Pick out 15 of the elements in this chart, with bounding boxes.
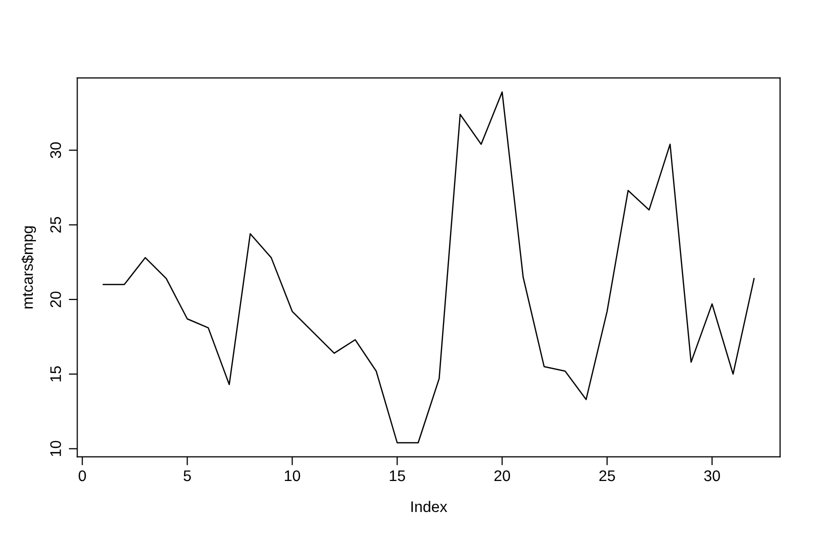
y-tick-label: 30 — [50, 142, 62, 158]
y-axis-title: mtcars$mpg — [21, 226, 36, 308]
x-tick-label: 20 — [494, 470, 510, 482]
line-series — [102, 91, 755, 444]
x-tick-label: 30 — [704, 470, 720, 482]
y-tick-label: 25 — [50, 216, 62, 233]
x-tick-label: 0 — [78, 470, 86, 482]
y-tick-label: 15 — [50, 366, 62, 382]
y-tick-label: 10 — [50, 440, 62, 456]
y-tick-label: 20 — [50, 292, 62, 308]
x-tick-label: 5 — [184, 470, 191, 482]
x-tick-label: 15 — [390, 470, 406, 482]
x-tick-label: 25 — [599, 470, 615, 482]
x-axis-title: Index — [411, 500, 448, 512]
x-tick-label: 10 — [284, 470, 300, 482]
